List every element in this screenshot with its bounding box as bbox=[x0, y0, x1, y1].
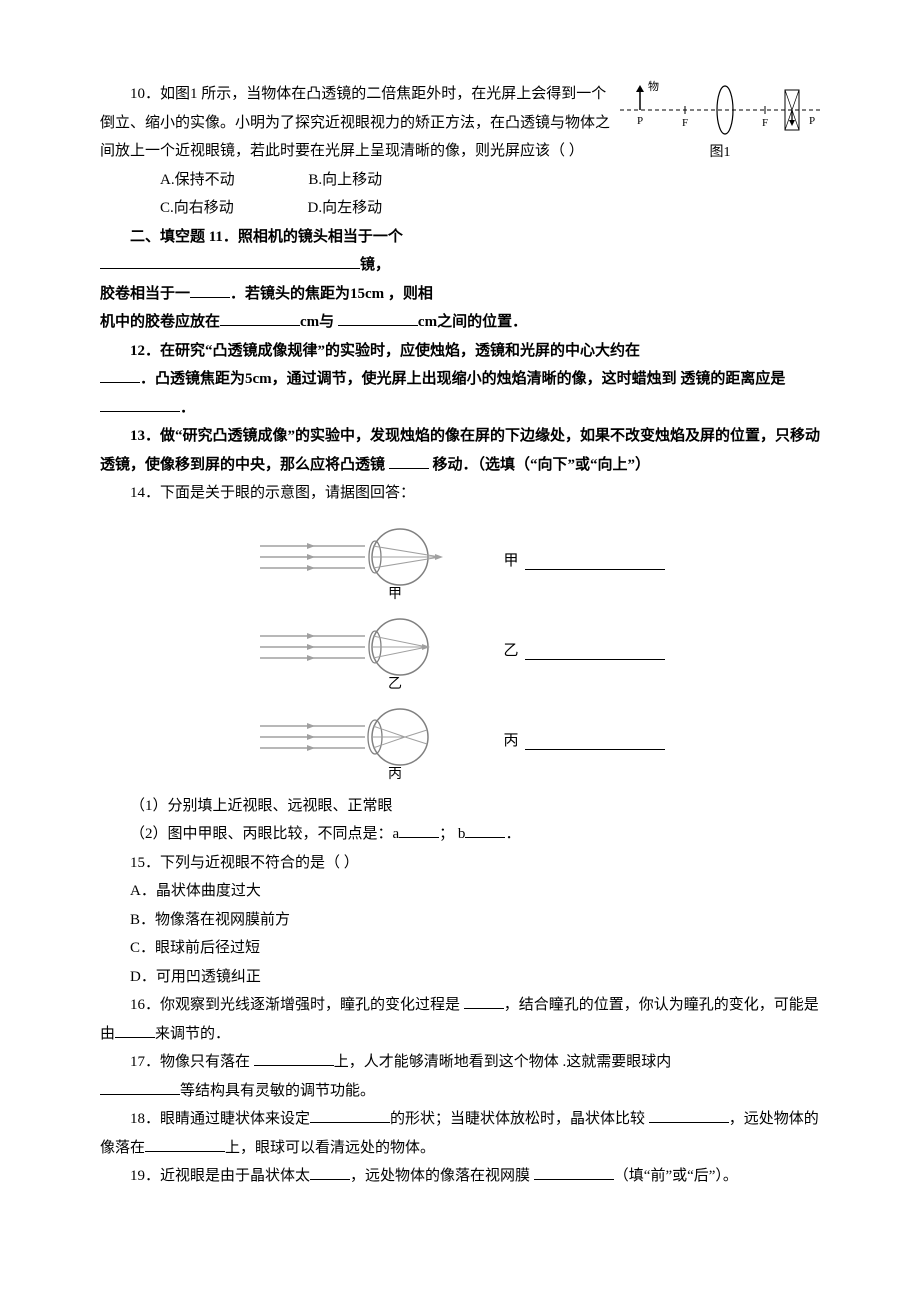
eye-yi-answer: 乙 bbox=[503, 637, 664, 666]
q14-blank-b bbox=[465, 822, 505, 838]
eye-yi-blank bbox=[525, 644, 665, 660]
q15-options: A．晶状体曲度过大 B．物像落在视网膜前方 C．眼球前后径过短 D．可用凹透镜纠… bbox=[100, 877, 820, 991]
q10-opt-d: D.向左移动 bbox=[278, 194, 383, 223]
q19-blank-2 bbox=[534, 1164, 614, 1180]
q13-blank-dir bbox=[389, 453, 429, 469]
section-2-and-q11-line1: 二、填空题 11．照相机的镜头相当于一个 bbox=[100, 223, 820, 252]
q13-part2: 移动．（选填（“向下”或“向上”） bbox=[433, 457, 651, 473]
q17-blank-1 bbox=[254, 1050, 334, 1066]
q16-blank-1 bbox=[464, 993, 504, 1009]
q18-blank-1 bbox=[310, 1107, 390, 1123]
eye-bing-blank bbox=[525, 734, 665, 750]
q18-blank-3 bbox=[145, 1136, 225, 1152]
eye-row-bing: 丙 丙 bbox=[100, 702, 820, 782]
q12-part3: ． bbox=[180, 400, 195, 416]
svg-text:乙: 乙 bbox=[388, 676, 402, 692]
q10-options-row1: A.保持不动 B.向上移动 bbox=[100, 166, 820, 195]
q18-part1: 18．眼睛通过睫状体来设定 bbox=[130, 1111, 310, 1127]
q15-opt-d: D．可用凹透镜纠正 bbox=[100, 963, 820, 992]
q12-blank-center bbox=[100, 367, 140, 383]
q16-blank-2 bbox=[115, 1022, 155, 1038]
q18: 18．眼睛通过睫状体来设定的形状；当睫状体放松时，晶状体比较 ，远处物体的像落在… bbox=[100, 1105, 820, 1162]
q18-part2: 的形状；当睫状体放松时，晶状体比较 bbox=[390, 1111, 645, 1127]
svg-text:丙: 丙 bbox=[388, 767, 402, 782]
q12-line1: 12．在研究“凸透镜成像规律”的实验时，应使烛焰，透镜和光屏的中心大约在 bbox=[100, 337, 820, 366]
eye-row-yi: 乙 乙 bbox=[100, 612, 820, 692]
svg-text:甲: 甲 bbox=[388, 587, 402, 602]
q10-opt-c: C.向右移动 bbox=[130, 194, 234, 223]
q19-part2: ，远处物体的像落在视网膜 bbox=[350, 1168, 530, 1184]
q17-part3: 等结构具有灵敏的调节功能。 bbox=[180, 1083, 375, 1099]
q11-line2b: ．若镜头的焦距为15cm ，则相 bbox=[230, 286, 433, 302]
q16-part1: 16．你观察到光线逐渐增强时，瞳孔的变化过程是 bbox=[130, 997, 460, 1013]
eye-svg-yi: 乙 bbox=[255, 612, 475, 692]
q14-intro: 14．下面是关于眼的示意图，请据图回答： bbox=[100, 479, 820, 508]
q12-blank-dist bbox=[100, 396, 180, 412]
eye-svg-bing: 丙 bbox=[255, 702, 475, 782]
eye-bing-char: 丙 bbox=[503, 727, 518, 756]
q11-line2: 胶卷相当于一 ．若镜头的焦距为15cm ，则相 bbox=[100, 280, 820, 309]
q10-options-row2: C.向右移动 D.向左移动 bbox=[100, 194, 820, 223]
q14-sub2a: （2）图中甲眼、丙眼比较，不同点是：a bbox=[130, 826, 399, 842]
q10-opt-b: B.向上移动 bbox=[278, 166, 382, 195]
q17-part1: 17．物像只有落在 bbox=[130, 1054, 250, 1070]
figure-1-caption: 图1 bbox=[620, 140, 820, 167]
svg-text:F: F bbox=[682, 117, 688, 129]
eye-row-jia: 甲 甲 bbox=[100, 522, 820, 602]
svg-text:F: F bbox=[762, 117, 768, 129]
q10-opt-a: A.保持不动 bbox=[130, 166, 235, 195]
q14-sub2c: ． bbox=[505, 826, 520, 842]
q17: 17．物像只有落在 上，人才能够清晰地看到这个物体 .这就需要眼球内 等结构具有… bbox=[100, 1048, 820, 1105]
q14-blank-a bbox=[399, 822, 439, 838]
q15-stem: 15．下列与近视眼不符合的是（ ） bbox=[100, 849, 820, 878]
q15-opt-b: B．物像落在视网膜前方 bbox=[100, 906, 820, 935]
q15-opt-a: A．晶状体曲度过大 bbox=[100, 877, 820, 906]
q12-part2: ．凸透镜焦距为5cm，通过调节，使光屏上出现缩小的烛焰清晰的像，这时蜡烛到 透镜… bbox=[140, 371, 785, 387]
q16: 16．你观察到光线逐渐增强时，瞳孔的变化过程是 ，结合瞳孔的位置，你认为瞳孔的变… bbox=[100, 991, 820, 1048]
q14-sub2b: ； b bbox=[439, 826, 465, 842]
q11-blank-cm2 bbox=[338, 310, 418, 326]
figure-1: P F F P 物 图1 bbox=[620, 80, 820, 167]
q11-tail1: 镜， bbox=[360, 257, 390, 273]
eye-bing-answer: 丙 bbox=[503, 727, 664, 756]
q17-blank-2 bbox=[100, 1079, 180, 1095]
q11-line1b: 镜， bbox=[100, 251, 820, 280]
eye-jia-char: 甲 bbox=[503, 547, 518, 576]
q11-blank-cm1 bbox=[220, 310, 300, 326]
q13: 13．做“研究凸透镜成像”的实验中，发现烛焰的像在屏的下边缘处，如果不改变烛焰及… bbox=[100, 422, 820, 479]
q16-part3: 来调节的． bbox=[155, 1026, 230, 1042]
eye-diagrams: 甲 甲 乙 乙 bbox=[100, 522, 820, 782]
q11-line3b: cm与 bbox=[300, 314, 334, 330]
q18-part4: 上，眼球可以看清远处的物体。 bbox=[225, 1140, 435, 1156]
eye-svg-jia: 甲 bbox=[255, 522, 475, 602]
q17-part2: 上，人才能够清晰地看到这个物体 .这就需要眼球内 bbox=[334, 1054, 672, 1070]
q19: 19．近视眼是由于晶状体太 ，远处物体的像落在视网膜 （填“前”或“后”）。 bbox=[100, 1162, 820, 1191]
q11-line3: 机中的胶卷应放在 cm与 cm之间的位置． bbox=[100, 308, 820, 337]
q15-opt-c: C．眼球前后径过短 bbox=[100, 934, 820, 963]
q11-blank-film bbox=[190, 282, 230, 298]
q11-blank-lens bbox=[100, 253, 360, 269]
q12-line2: ．凸透镜焦距为5cm，通过调节，使光屏上出现缩小的烛焰清晰的像，这时蜡烛到 透镜… bbox=[100, 365, 820, 422]
svg-text:P: P bbox=[637, 115, 643, 127]
q11-line3c: cm之间的位置． bbox=[418, 314, 527, 330]
q19-part1: 19．近视眼是由于晶状体太 bbox=[130, 1168, 310, 1184]
q11-line2a: 胶卷相当于一 bbox=[100, 286, 190, 302]
lens-diagram-svg: P F F P 物 bbox=[620, 80, 820, 140]
eye-jia-blank bbox=[525, 554, 665, 570]
svg-text:P: P bbox=[809, 115, 815, 127]
q11-line3a: 机中的胶卷应放在 bbox=[100, 314, 220, 330]
eye-yi-char: 乙 bbox=[503, 637, 518, 666]
q18-blank-2 bbox=[649, 1107, 729, 1123]
q19-part3: （填“前”或“后”）。 bbox=[614, 1168, 738, 1184]
section-2-heading-text: 二、填空题 11．照相机的镜头相当于一个 bbox=[130, 229, 403, 245]
q14-sub2: （2）图中甲眼、丙眼比较，不同点是：a ； b ． bbox=[100, 820, 820, 849]
q19-blank-1 bbox=[310, 1164, 350, 1180]
svg-text:物: 物 bbox=[648, 80, 659, 93]
eye-jia-answer: 甲 bbox=[503, 547, 664, 576]
q14-sub1: （1）分别填上近视眼、远视眼、正常眼 bbox=[100, 792, 820, 821]
